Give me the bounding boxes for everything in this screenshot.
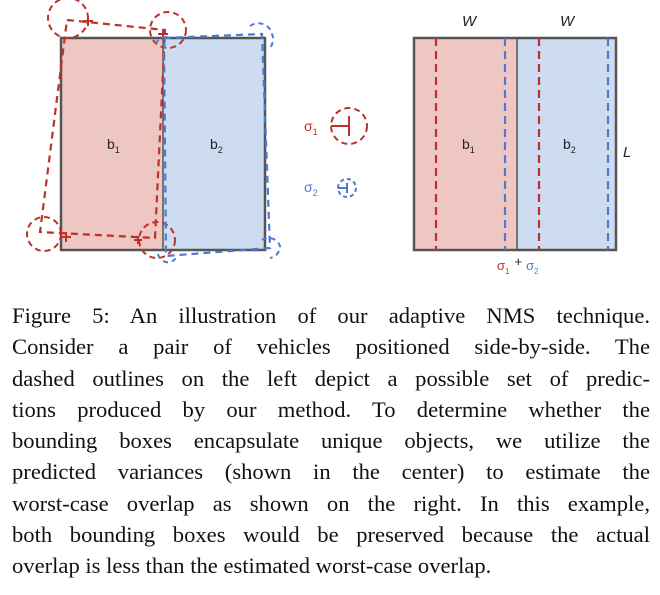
variance-circle-b1-bl [26, 216, 62, 252]
vehicle-b1-fill [61, 38, 163, 250]
worst-case-b2-fill [517, 38, 616, 250]
center-panel: σ1 σ2 [304, 107, 368, 198]
figure-caption: Figure 5: An illustration of our adaptiv… [12, 300, 652, 582]
variance-arc-b2-bl [157, 253, 177, 264]
sigma1-crosshair-icon [331, 116, 350, 136]
corner-ticks-b1 [61, 16, 168, 244]
width-label-1: W [462, 13, 478, 30]
variance-arc-b2-tl [155, 35, 171, 45]
variance-circle-b1-br [138, 221, 176, 259]
sigma2-crosshair-icon [338, 183, 348, 193]
label-b2-right: b2 [563, 136, 576, 155]
variance-arc-b2-br [261, 237, 282, 259]
caption-line: worst-case overlap as shown on the right… [12, 490, 650, 516]
caption-line: Consider a pair of vehicles positioned s… [12, 334, 650, 360]
label-b2-left: b2 [210, 136, 223, 155]
predicted-box-b1-dashed [38, 18, 167, 240]
caption-line: bounding boxes encapsulate unique object… [12, 428, 650, 454]
caption-line: dashed outlines on the left depict a pos… [12, 365, 650, 391]
left-panel: b1 b2 [26, 0, 282, 264]
variance-circle-b1-tr [149, 11, 187, 49]
caption-line: predicted variances (shown in the center… [12, 459, 650, 485]
caption-line: tions produced by our method. To determi… [12, 396, 650, 422]
sigma2-text: σ2 [304, 179, 318, 198]
caption-line: both bounding boxes would be preserved b… [12, 522, 650, 548]
caption-line: Figure 5: An illustration of our adaptiv… [12, 303, 650, 328]
sigma1-variance-circle [330, 107, 368, 145]
caption-line: overlap is less than the estimated worst… [12, 553, 492, 579]
sigma1-text: σ1 [304, 118, 318, 137]
label-b1-left: b1 [107, 136, 120, 155]
worst-case-b1-fill [414, 38, 517, 250]
width-label-2: W [560, 13, 576, 30]
label-b1-right: b1 [462, 136, 475, 155]
sigma-sum-label: σ1+ σ2 [497, 254, 539, 276]
variance-arc-b2-tr [249, 22, 275, 49]
figure-5-illustration: b1 b2 σ1 σ2 W W L b1 b2 σ1+ σ2 [26, 0, 631, 276]
length-label: L [623, 144, 631, 161]
right-panel: W W L b1 b2 σ1+ σ2 [412, 13, 631, 276]
vehicle-b2-fill [163, 38, 265, 250]
predicted-box-b2-dashed [162, 32, 272, 258]
worst-case-outline [412, 36, 618, 252]
